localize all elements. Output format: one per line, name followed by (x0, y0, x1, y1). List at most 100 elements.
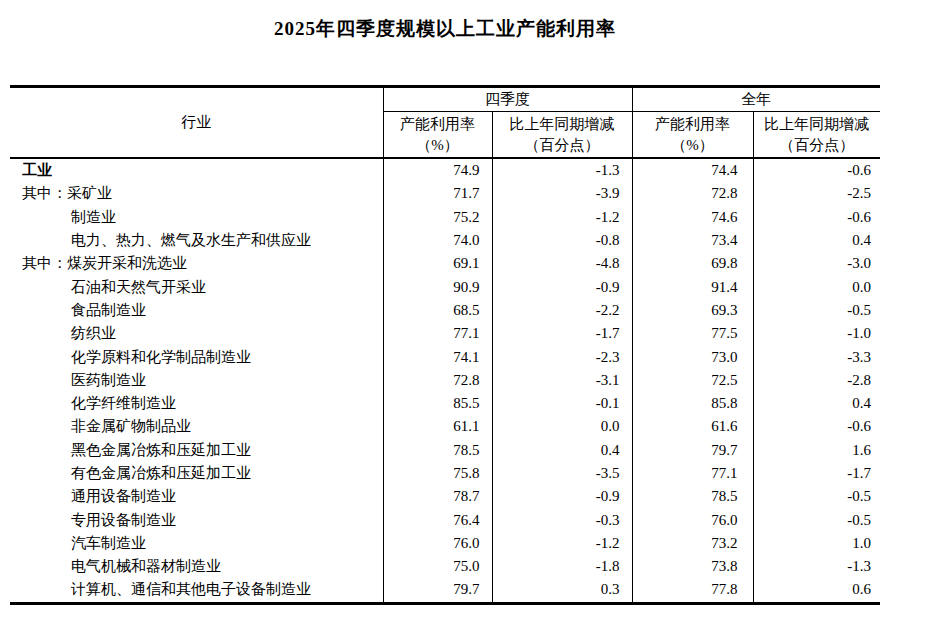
column-header-industry: 行业 (10, 87, 383, 159)
year-diff-cell: -0.6 (753, 415, 880, 438)
q4-rate-cell: 90.9 (383, 275, 492, 298)
column-group-q4: 四季度 (383, 87, 632, 112)
year-diff-cell: -0.5 (753, 299, 880, 322)
q4-rate-cell: 75.0 (383, 555, 492, 578)
q4-rate-cell: 75.2 (383, 206, 492, 229)
year-diff-cell: -3.0 (753, 252, 880, 275)
q4-diff-cell: -3.1 (492, 369, 632, 392)
q4-diff-cell: -3.9 (492, 182, 632, 205)
q4-rate-cell: 71.7 (383, 182, 492, 205)
industry-cell: 黑色金属冶炼和压延加工业 (10, 439, 383, 462)
industry-cell: 食品制造业 (10, 299, 383, 322)
table-row: 其中：采矿业71.7-3.972.8-2.5 (10, 182, 880, 205)
table-row: 黑色金属冶炼和压延加工业78.50.479.71.6 (10, 439, 880, 462)
table-row: 工业74.9-1.374.4-0.6 (10, 158, 880, 182)
industry-cell: 通用设备制造业 (10, 485, 383, 508)
industry-cell: 专用设备制造业 (10, 508, 383, 531)
column-header-year-rate: 产能利用率 （%） (632, 112, 753, 159)
q4-rate-cell: 74.9 (383, 158, 492, 182)
industry-cell: 化学纤维制造业 (10, 392, 383, 415)
year-rate-cell: 69.3 (632, 299, 753, 322)
year-rate-cell: 91.4 (632, 275, 753, 298)
industry-cell: 计算机、通信和其他电子设备制造业 (10, 578, 383, 603)
q4-rate-cell: 78.7 (383, 485, 492, 508)
year-rate-cell: 85.8 (632, 392, 753, 415)
year-rate-cell: 77.8 (632, 578, 753, 603)
q4-diff-cell: -1.3 (492, 158, 632, 182)
q4-diff-cell: -1.7 (492, 322, 632, 345)
q4-rate-cell: 69.1 (383, 252, 492, 275)
q4-diff-cell: -0.9 (492, 275, 632, 298)
q4-rate-cell: 77.1 (383, 322, 492, 345)
year-diff-cell: -1.0 (753, 322, 880, 345)
table-body: 工业74.9-1.374.4-0.6其中：采矿业71.7-3.972.8-2.5… (10, 158, 880, 603)
q4-diff-label-line1: 比上年同期增减 (493, 114, 632, 135)
year-diff-cell: -1.3 (753, 555, 880, 578)
year-rate-cell: 61.6 (632, 415, 753, 438)
year-rate-cell: 74.6 (632, 206, 753, 229)
q4-diff-cell: -0.9 (492, 485, 632, 508)
q4-diff-label-line2: （百分点） (493, 135, 632, 156)
table-row: 计算机、通信和其他电子设备制造业79.70.377.80.6 (10, 578, 880, 603)
q4-rate-cell: 76.4 (383, 508, 492, 531)
year-diff-cell: 0.4 (753, 229, 880, 252)
year-diff-cell: 0.4 (753, 392, 880, 415)
year-rate-cell: 77.5 (632, 322, 753, 345)
industry-cell: 石油和天然气开采业 (10, 275, 383, 298)
year-diff-cell: 0.6 (753, 578, 880, 603)
year-diff-cell: -3.3 (753, 345, 880, 368)
year-rate-label-line2: （%） (633, 135, 753, 156)
year-diff-cell: -2.8 (753, 369, 880, 392)
year-rate-label-line1: 产能利用率 (633, 114, 753, 135)
q4-rate-cell: 85.5 (383, 392, 492, 415)
header-group-row: 行业 四季度 全年 (10, 87, 880, 112)
year-diff-cell: -1.7 (753, 462, 880, 485)
year-rate-cell: 74.4 (632, 158, 753, 182)
column-group-fullyear: 全年 (632, 87, 880, 112)
industry-cell: 化学原料和化学制品制造业 (10, 345, 383, 368)
q4-diff-cell: -1.8 (492, 555, 632, 578)
year-diff-cell: -0.6 (753, 206, 880, 229)
table-row: 通用设备制造业78.7-0.978.5-0.5 (10, 485, 880, 508)
q4-rate-cell: 76.0 (383, 532, 492, 555)
q4-diff-cell: -2.2 (492, 299, 632, 322)
q4-diff-cell: -4.8 (492, 252, 632, 275)
q4-rate-cell: 74.1 (383, 345, 492, 368)
q4-diff-cell: -0.1 (492, 392, 632, 415)
year-diff-cell: 1.0 (753, 532, 880, 555)
year-diff-cell: -0.5 (753, 508, 880, 531)
q4-diff-cell: -0.3 (492, 508, 632, 531)
q4-rate-label-line1: 产能利用率 (384, 114, 492, 135)
column-header-year-diff: 比上年同期增减 （百分点） (753, 112, 880, 159)
year-rate-cell: 77.1 (632, 462, 753, 485)
year-diff-cell: -0.5 (753, 485, 880, 508)
year-rate-cell: 73.4 (632, 229, 753, 252)
q4-rate-cell: 75.8 (383, 462, 492, 485)
industry-cell: 有色金属冶炼和压延加工业 (10, 462, 383, 485)
year-rate-cell: 79.7 (632, 439, 753, 462)
year-diff-cell: -2.5 (753, 182, 880, 205)
year-diff-cell: 1.6 (753, 439, 880, 462)
year-diff-cell: -0.6 (753, 158, 880, 182)
year-diff-label-line1: 比上年同期增减 (754, 114, 881, 135)
industry-cell: 电力、热力、燃气及水生产和供应业 (10, 229, 383, 252)
year-rate-cell: 76.0 (632, 508, 753, 531)
industry-cell: 电气机械和器材制造业 (10, 555, 383, 578)
column-header-q4-rate: 产能利用率 （%） (383, 112, 492, 159)
q4-rate-label-line2: （%） (384, 135, 492, 156)
table-row: 纺织业77.1-1.777.5-1.0 (10, 322, 880, 345)
q4-diff-cell: -0.8 (492, 229, 632, 252)
year-rate-cell: 78.5 (632, 485, 753, 508)
q4-rate-cell: 79.7 (383, 578, 492, 603)
q4-diff-cell: -2.3 (492, 345, 632, 368)
year-rate-cell: 72.5 (632, 369, 753, 392)
table-row: 制造业75.2-1.274.6-0.6 (10, 206, 880, 229)
industry-cell: 汽车制造业 (10, 532, 383, 555)
industry-cell: 纺织业 (10, 322, 383, 345)
year-diff-cell: 0.0 (753, 275, 880, 298)
year-rate-cell: 72.8 (632, 182, 753, 205)
table-row: 电力、热力、燃气及水生产和供应业74.0-0.873.40.4 (10, 229, 880, 252)
q4-rate-cell: 68.5 (383, 299, 492, 322)
q4-rate-cell: 61.1 (383, 415, 492, 438)
page-title: 2025年四季度规模以上工业产能利用率 (10, 16, 880, 42)
